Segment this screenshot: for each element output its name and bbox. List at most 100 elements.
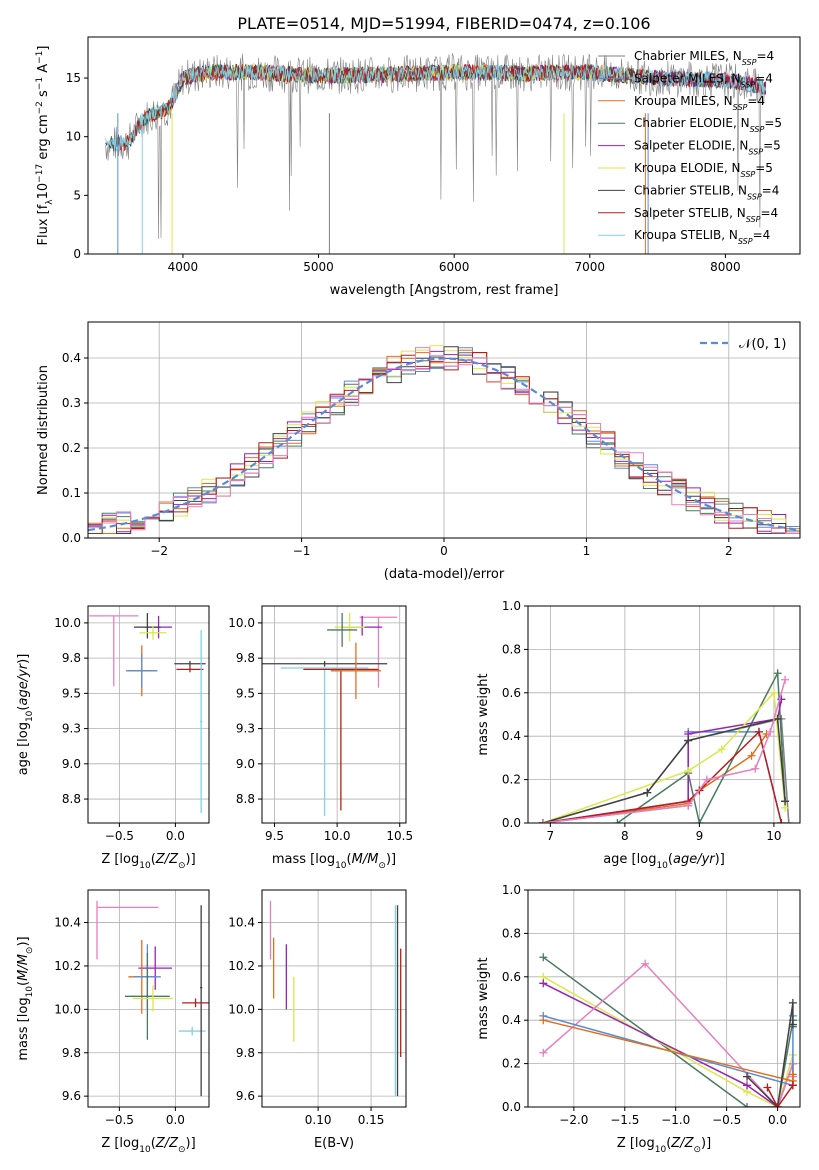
data-marker — [788, 998, 797, 1007]
y-tick-label: 0.2 — [502, 1057, 521, 1071]
errorbar-point — [330, 642, 381, 699]
x-axis-label: (data-model)/error — [384, 567, 505, 582]
label-part: −1 — [35, 77, 45, 90]
data-marker — [717, 745, 726, 754]
y-tick-label: 10.0 — [54, 616, 81, 630]
errorbar-point — [138, 946, 173, 990]
label-part: λ — [45, 199, 55, 205]
y-tick-label: 5 — [73, 188, 81, 202]
errorbar-point — [200, 629, 203, 814]
x-axis-label: mass [log10(M/M⊙)] — [272, 852, 396, 871]
series-line-salpeter_stelib — [766, 1084, 794, 1107]
legend-label: Chabrier STELIB, NSSP=4 — [634, 183, 779, 201]
data-marker — [788, 1020, 797, 1029]
label-part: 10 — [656, 861, 668, 871]
legend-text: =4 — [753, 228, 771, 242]
legend-text: =4 — [762, 183, 780, 197]
data-marker — [538, 819, 547, 823]
legend-sub: SSP — [747, 192, 762, 201]
label-part: ( — [151, 852, 156, 867]
label-part: 10 — [36, 183, 51, 200]
label-part: E(B-V) — [314, 1136, 354, 1151]
label-part: mass [log — [272, 852, 335, 867]
x-tick-label: −1.5 — [610, 1113, 639, 1127]
y-tick-label: 1.0 — [502, 599, 521, 613]
x-tick-label: 5000 — [303, 260, 334, 274]
y-axis-label: mass [log10(M/M⊙)] — [16, 936, 35, 1060]
y-axis-label: Normed distribution — [36, 365, 51, 495]
x-tick-label: 10 — [766, 829, 781, 843]
data-marker — [777, 695, 786, 704]
label-part: age/yr — [673, 852, 716, 867]
legend-text: =5 — [763, 139, 781, 153]
label-part: ( — [16, 706, 31, 711]
label-part: −17 — [35, 164, 45, 183]
x-tick-label: 8 — [621, 829, 629, 843]
legend-label: Salpeter ELODIE, NSSP=5 — [634, 139, 781, 157]
data-marker — [788, 1081, 797, 1090]
axes-frame — [527, 889, 801, 1108]
y-tick-label: 0.4 — [502, 729, 521, 743]
x-tick-label: −1.0 — [661, 1113, 690, 1127]
axes-frame — [261, 605, 407, 824]
legend-sub: SSP — [746, 214, 761, 223]
data-marker — [539, 1048, 548, 1057]
label-part: Z/Z — [670, 1136, 694, 1151]
data-marker — [781, 675, 790, 684]
errorbar-point — [262, 660, 388, 667]
label-part: age/yr — [16, 662, 31, 705]
y-tick-label: 0.3 — [62, 396, 81, 410]
series-line-chabrier_stelib — [746, 1002, 794, 1107]
label-part: mass [log — [16, 997, 31, 1060]
y-tick-label: 0 — [73, 247, 81, 261]
x-axis-label: wavelength [Angstrom, rest frame] — [330, 283, 559, 298]
label-part: ⊙ — [693, 1145, 701, 1155]
errorbar-point — [327, 613, 358, 647]
histogram-pink — [88, 347, 800, 534]
x-axis-label: Z [log10(Z/Z⊙)] — [617, 1136, 711, 1155]
label-part: )] — [186, 1136, 196, 1151]
x-axis-label: E(B-V) — [314, 1136, 354, 1151]
chart-mass_vs_ebv: 0.10 0.15 9.6 9.8 10.0 10.2 10.4 E(B-V) — [228, 889, 407, 1151]
legend-text: Chabrier STELIB, N — [634, 183, 747, 197]
legend-text: =4 — [755, 71, 773, 85]
y-tick-label: 9.3 — [236, 722, 255, 736]
y-tick-label: 0.4 — [502, 1013, 521, 1027]
legend-text: Kroupa MILES, N — [634, 94, 733, 108]
label-part: ( — [668, 852, 673, 867]
legend-label: Chabrier MILES, NSSP=4 — [634, 49, 774, 67]
label-part: −2 — [35, 101, 45, 114]
axes-frame — [87, 605, 210, 824]
data-marker — [769, 688, 778, 697]
x-tick-label: 6000 — [439, 260, 470, 274]
errorbar-point — [334, 613, 365, 642]
x-tick-label: 0.15 — [358, 1113, 385, 1127]
label-part: 10 — [655, 1145, 667, 1155]
legend-text: =5 — [764, 116, 782, 130]
errorbar-point — [359, 616, 398, 688]
data-marker — [613, 819, 622, 823]
data-marker — [788, 1070, 797, 1079]
label-part: Z/Z — [155, 1136, 179, 1151]
label-part: M/M — [352, 852, 379, 867]
data-marker — [539, 953, 548, 962]
y-axis-label: mass weight — [476, 673, 491, 755]
legend-text: =4 — [756, 49, 774, 63]
x-tick-label: −1 — [293, 544, 311, 558]
label-part: ( — [151, 1136, 156, 1151]
errorbar-point — [303, 668, 379, 811]
data-marker — [773, 1103, 782, 1107]
label-part: ( — [666, 1136, 671, 1151]
legend-label: Kroupa ELODIE, NSSP=5 — [634, 161, 773, 179]
errorbar-point — [126, 653, 158, 688]
x-tick-label: 7 — [547, 829, 555, 843]
legend-text: Chabrier ELODIE, N — [634, 116, 750, 130]
series-line-pink — [542, 679, 786, 823]
x-tick-label: 8000 — [710, 260, 741, 274]
x-axis-label: age [log10(age/yr)] — [603, 852, 725, 871]
y-tick-label: 9.8 — [236, 1046, 255, 1060]
label-part: )] — [186, 852, 196, 867]
errorbar-point — [182, 998, 209, 1008]
label-part: Z [log — [101, 1136, 139, 1151]
